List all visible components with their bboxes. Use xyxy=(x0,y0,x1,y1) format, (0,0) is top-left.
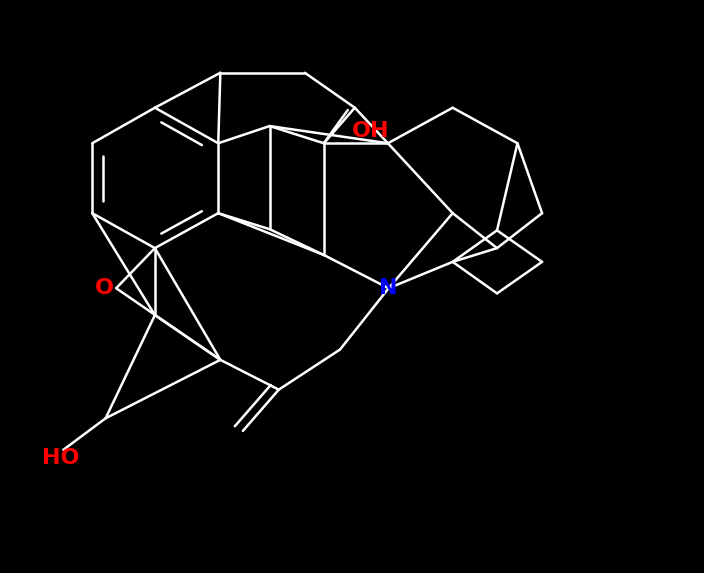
Text: OH: OH xyxy=(352,121,389,140)
Text: HO: HO xyxy=(42,449,80,468)
Text: N: N xyxy=(379,278,398,298)
Text: O: O xyxy=(95,278,113,298)
